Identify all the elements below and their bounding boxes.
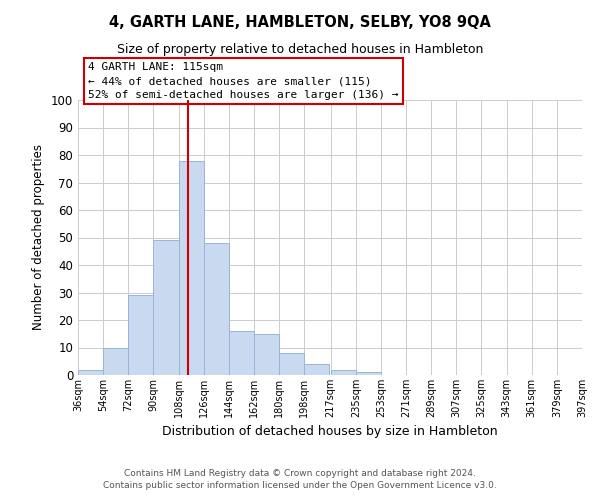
Bar xyxy=(356,372,381,375)
Bar xyxy=(154,240,179,375)
Bar xyxy=(128,295,154,375)
X-axis label: Distribution of detached houses by size in Hambleton: Distribution of detached houses by size … xyxy=(162,426,498,438)
Bar xyxy=(229,331,254,375)
Bar xyxy=(179,160,203,375)
Bar xyxy=(203,243,229,375)
Bar xyxy=(331,370,356,375)
Bar xyxy=(279,353,304,375)
Text: Size of property relative to detached houses in Hambleton: Size of property relative to detached ho… xyxy=(117,42,483,56)
Bar xyxy=(78,370,103,375)
Bar xyxy=(103,348,128,375)
Bar xyxy=(304,364,329,375)
Text: 4 GARTH LANE: 115sqm
← 44% of detached houses are smaller (115)
52% of semi-deta: 4 GARTH LANE: 115sqm ← 44% of detached h… xyxy=(88,62,398,100)
Y-axis label: Number of detached properties: Number of detached properties xyxy=(32,144,46,330)
Text: Contains HM Land Registry data © Crown copyright and database right 2024.: Contains HM Land Registry data © Crown c… xyxy=(124,468,476,477)
Text: 4, GARTH LANE, HAMBLETON, SELBY, YO8 9QA: 4, GARTH LANE, HAMBLETON, SELBY, YO8 9QA xyxy=(109,15,491,30)
Bar xyxy=(254,334,279,375)
Text: Contains public sector information licensed under the Open Government Licence v3: Contains public sector information licen… xyxy=(103,481,497,490)
